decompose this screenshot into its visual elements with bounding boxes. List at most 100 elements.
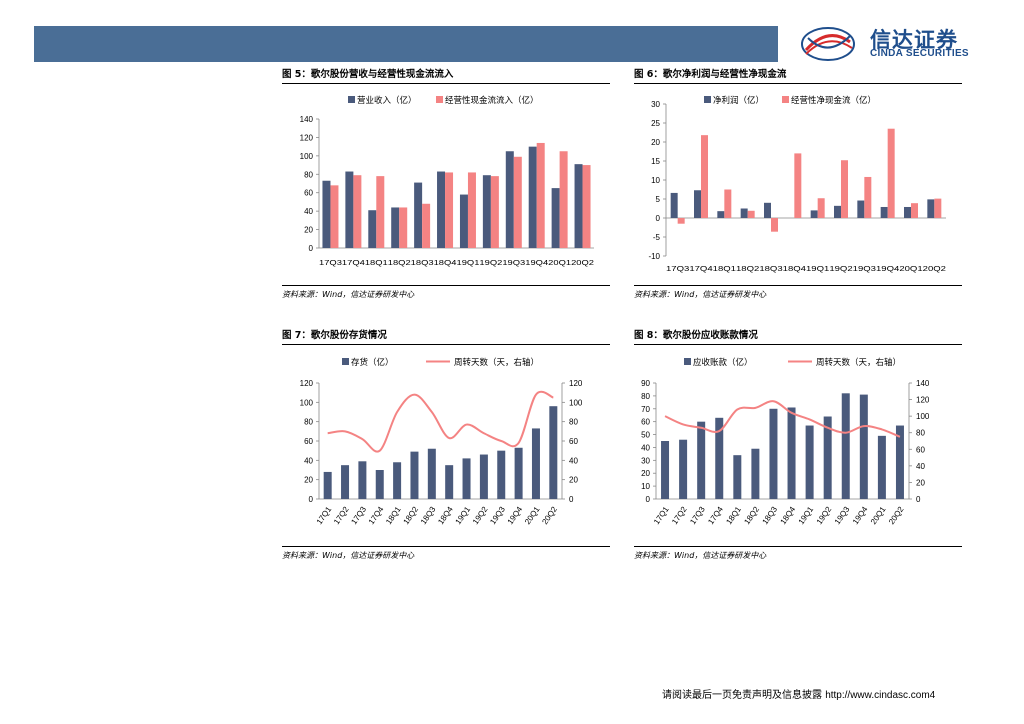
y-tick-label: 30 [651, 100, 660, 109]
x-tick-label: 18Q2 [736, 264, 759, 273]
y-tick-label: 0 [309, 495, 314, 504]
x-tick-label: 19Q2 [815, 505, 834, 527]
x-tick-label: 19Q3 [853, 264, 876, 273]
series-line [327, 390, 554, 453]
bar [490, 176, 499, 248]
bar [353, 175, 362, 248]
bar [715, 417, 724, 499]
y-tick-label: 40 [641, 443, 650, 452]
y-tick-label: 0 [309, 244, 314, 253]
bar [911, 203, 918, 218]
y2-tick-label: 0 [569, 495, 574, 504]
y-tick-label: 0 [656, 214, 661, 223]
bar [323, 471, 332, 499]
bar [841, 393, 850, 499]
y-tick-label: 70 [641, 405, 650, 414]
legend-label: 应收账款（亿） [693, 357, 753, 367]
y-tick-label: -5 [653, 233, 661, 242]
x-tick-label: 17Q4 [367, 505, 386, 527]
x-tick-label: 18Q2 [402, 505, 421, 527]
x-tick-label: 18Q3 [761, 505, 780, 527]
legend-label: 经营性现金流流入（亿） [445, 95, 539, 105]
y2-tick-label: 0 [916, 495, 921, 504]
bar [437, 171, 446, 248]
bar [670, 192, 678, 218]
bar [549, 406, 558, 499]
y-tick-label: 15 [651, 157, 660, 166]
x-tick-label: 20Q2 [923, 264, 946, 273]
y-tick-label: 5 [656, 195, 661, 204]
y2-tick-label: 100 [916, 412, 930, 421]
x-tick-label: 20Q1 [899, 264, 922, 273]
bar [528, 146, 537, 248]
bar [410, 451, 419, 499]
x-tick-label: 17Q2 [332, 505, 351, 527]
footer: 请阅读最后一页免责声明及信息披露 http://www.cindasc.com4 [662, 686, 935, 701]
bar [764, 202, 771, 218]
y-tick-label: 40 [304, 207, 313, 216]
bar [322, 180, 331, 248]
figure-source: 资料来源：Wind，信达证券研发中心 [282, 285, 610, 300]
legend-swatch [348, 96, 355, 103]
y-tick-label: 50 [641, 431, 650, 440]
x-tick-label: 17Q3 [349, 505, 368, 527]
bar [551, 188, 560, 248]
page-number: 4 [929, 690, 936, 701]
legend-swatch [342, 358, 349, 365]
x-tick-label: 18Q2 [388, 258, 411, 267]
bar [661, 441, 670, 499]
y-tick-label: 10 [651, 176, 660, 185]
bar [677, 218, 685, 224]
bar [864, 176, 872, 218]
bar [794, 153, 802, 218]
legend-label: 周转天数（天，右轴） [454, 357, 539, 367]
y-tick-label: 100 [300, 398, 314, 407]
bar [341, 465, 350, 499]
y-tick-label: 25 [651, 119, 660, 128]
footer-url[interactable]: http://www.cindasc.com [825, 690, 930, 701]
bar [467, 172, 476, 248]
bar [399, 207, 408, 248]
bar [877, 435, 886, 499]
y2-tick-label: 40 [916, 462, 925, 471]
bar [817, 198, 825, 218]
logo-text-en: CINDA SECURITIES [870, 48, 969, 59]
y-tick-label: 80 [304, 170, 313, 179]
x-tick-label: 17Q1 [652, 505, 671, 527]
x-tick-label: 19Q3 [833, 505, 852, 527]
bar [717, 211, 725, 218]
x-tick-label: 20Q1 [523, 505, 542, 527]
legend-swatch [704, 96, 711, 103]
bar [904, 206, 911, 218]
y-tick-label: 20 [304, 476, 313, 485]
bar [747, 210, 755, 218]
x-tick-label: 18Q3 [411, 258, 434, 267]
y2-tick-label: 80 [569, 418, 578, 427]
x-tick-label: 18Q2 [742, 505, 761, 527]
bar [330, 185, 339, 248]
x-tick-label: 17Q3 [319, 258, 342, 267]
x-tick-label: 18Q3 [759, 264, 782, 273]
bar [445, 465, 454, 499]
y-tick-label: 120 [300, 133, 314, 142]
bar [895, 425, 904, 499]
legend-swatch [436, 96, 443, 103]
bar [445, 172, 454, 248]
x-tick-label: 18Q1 [365, 258, 388, 267]
logo-text-cn: 信达证券 [870, 28, 958, 52]
cinda-logo-icon [801, 27, 855, 61]
y2-tick-label: 120 [916, 396, 930, 405]
bar [771, 218, 778, 232]
x-tick-label: 17Q2 [670, 505, 689, 527]
x-tick-label: 20Q1 [869, 505, 888, 527]
figure-source: 资料来源：Wind，信达证券研发中心 [634, 546, 962, 561]
bar [733, 455, 742, 499]
figure-source: 资料来源：Wind，信达证券研发中心 [282, 546, 610, 561]
bar [701, 135, 708, 218]
bar [427, 448, 436, 499]
bar [751, 448, 760, 499]
x-tick-label: 18Q3 [419, 505, 438, 527]
y-tick-label: -10 [648, 252, 660, 261]
bar [694, 190, 701, 218]
y-tick-label: 0 [646, 495, 651, 504]
